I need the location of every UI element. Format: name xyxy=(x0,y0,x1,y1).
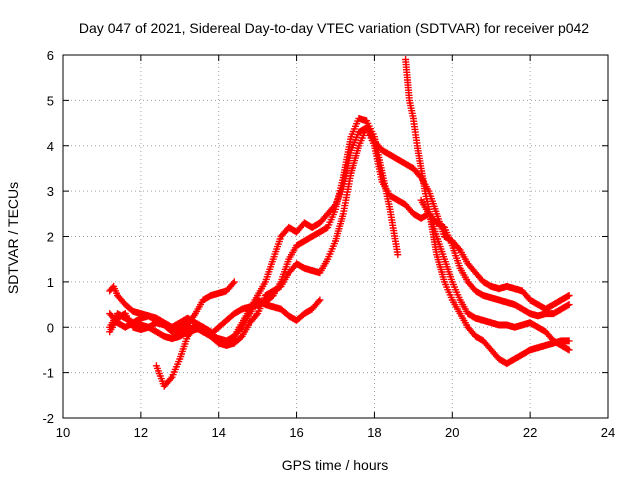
y-tick-label: -1 xyxy=(42,366,54,381)
series-track-a xyxy=(106,278,238,331)
data-marks xyxy=(106,56,573,390)
series-markers xyxy=(106,278,238,331)
series-markers xyxy=(417,196,573,354)
y-tick-label: 3 xyxy=(47,184,54,199)
series-track-d xyxy=(106,296,324,349)
x-tick-label: 20 xyxy=(445,425,459,440)
series-markers xyxy=(106,296,324,349)
series-track-e xyxy=(152,115,402,390)
series-markers xyxy=(106,124,573,349)
x-axis-label: GPS time / hours xyxy=(282,457,389,473)
chart-title: Day 047 of 2021, Sidereal Day-to-day VTE… xyxy=(79,20,589,36)
y-tick-label: 0 xyxy=(47,320,54,335)
x-tick-label: 22 xyxy=(523,425,537,440)
x-tick-label: 16 xyxy=(289,425,303,440)
y-tick-label: 4 xyxy=(47,139,54,154)
series-track-g xyxy=(417,196,573,354)
x-tick-label: 14 xyxy=(211,425,225,440)
x-tick-label: 24 xyxy=(601,425,615,440)
y-tick-label: 2 xyxy=(47,230,54,245)
x-tick-label: 12 xyxy=(134,425,148,440)
x-tick-label: 18 xyxy=(367,425,381,440)
x-tick-label: 10 xyxy=(56,425,70,440)
y-tick-label: 6 xyxy=(47,48,54,63)
series-markers xyxy=(152,115,402,390)
y-tick-label: 5 xyxy=(47,93,54,108)
y-axis-label: SDTVAR / TECUs xyxy=(5,182,21,294)
y-tick-label: 1 xyxy=(47,275,54,290)
series-track-c xyxy=(106,124,573,349)
y-tick-label: -2 xyxy=(42,411,54,426)
